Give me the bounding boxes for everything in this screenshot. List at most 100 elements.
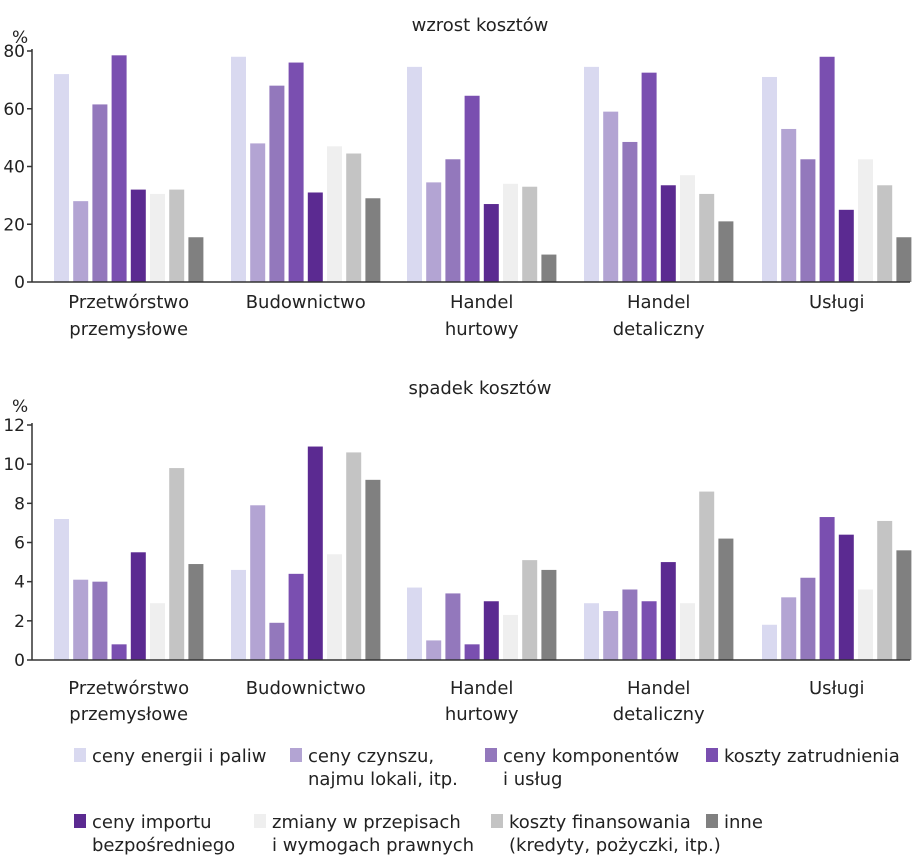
c2-bar <box>188 564 204 660</box>
c2-bar <box>819 517 835 660</box>
c2-bar <box>111 644 127 660</box>
c1-bar <box>150 193 165 282</box>
legend-label: i wymogach prawnych <box>272 835 474 856</box>
c1-bar <box>858 159 873 282</box>
c2-bar <box>641 601 657 660</box>
c2-bar <box>781 597 797 660</box>
legend-swatch <box>485 748 497 762</box>
c1-category-label: Przetwórstwo <box>68 292 189 313</box>
c1-bar <box>483 204 499 282</box>
c1-category-label: przemysłowe <box>69 319 188 340</box>
c1-category-label: Budownictwo <box>246 292 366 313</box>
legend-label: ceny czynszu, <box>308 746 434 767</box>
c2-bar <box>603 611 619 660</box>
c1-category-label: detaliczny <box>613 319 705 340</box>
c1-bar <box>541 254 557 282</box>
c2-bar <box>327 554 342 660</box>
c2-y-tick-label: 2 <box>14 612 25 632</box>
c2-category-label: Przetwórstwo <box>68 678 189 699</box>
c2-category-label: Handel <box>627 678 690 699</box>
c1-y-unit: % <box>12 28 28 48</box>
c1-bar <box>819 56 835 283</box>
legend-label: ceny importu <box>92 812 212 833</box>
c1-y-tick-label: 20 <box>3 215 25 235</box>
c2-y-tick-label: 8 <box>14 494 25 514</box>
legend-label: koszty finansowania <box>509 812 691 833</box>
c1-bar <box>426 182 442 282</box>
legend-label: ceny komponentów <box>503 746 679 767</box>
c1-bar <box>445 159 461 282</box>
legend-label: inne <box>724 812 763 833</box>
c1-bar <box>603 111 619 282</box>
legend-swatch <box>706 814 718 828</box>
c2-bar <box>92 581 108 660</box>
c1-bar <box>130 189 146 282</box>
c2-bar <box>858 589 873 660</box>
c1-title: wzrost kosztów <box>412 15 549 36</box>
c1-bar <box>877 185 893 282</box>
c2-y-unit: % <box>12 397 28 417</box>
c2-bar <box>800 577 816 660</box>
c1-bar <box>346 153 362 282</box>
c2-bar <box>54 519 69 660</box>
c2-bar <box>288 573 304 660</box>
c1-bar <box>522 186 538 282</box>
c2-bar <box>503 614 518 660</box>
c2-bar <box>541 569 557 660</box>
c2-bar <box>169 468 185 660</box>
c1-bar <box>660 185 676 282</box>
c1-y-tick-label: 60 <box>3 100 25 120</box>
c1-category-label: hurtowy <box>445 319 519 340</box>
legend-swatch <box>254 814 266 828</box>
c2-bar <box>718 538 734 660</box>
c1-bar <box>250 143 266 282</box>
c2-bar <box>762 624 777 660</box>
c1-bar <box>307 192 323 282</box>
c2-bar <box>407 587 422 660</box>
legend-label: ceny energii i paliw <box>92 746 266 767</box>
c1-category-label: Handel <box>450 292 513 313</box>
c1-category-label: Usługi <box>809 292 865 313</box>
c2-category-label: Handel <box>450 678 513 699</box>
c2-bar <box>877 520 893 660</box>
c2-bar <box>346 452 362 660</box>
c1-bar <box>781 128 797 282</box>
c1-y-tick-label: 80 <box>3 42 25 62</box>
c2-bar <box>660 562 676 660</box>
c2-bar <box>150 603 165 660</box>
legend-swatch <box>706 748 718 762</box>
c2-category-label: przemysłowe <box>69 704 188 725</box>
c1-bar <box>111 55 127 282</box>
c2-bar <box>73 579 89 660</box>
c1-bar <box>584 66 599 282</box>
c1-bar <box>231 56 246 283</box>
legend-label: bezpośredniego <box>92 835 235 856</box>
c1-bar <box>896 237 912 282</box>
c2-bar <box>250 505 266 660</box>
legend-swatch <box>491 814 503 828</box>
c1-category-label: Handel <box>627 292 690 313</box>
c1-bar <box>464 95 480 282</box>
c1-bar <box>365 198 381 282</box>
c2-bar <box>365 479 381 660</box>
c2-y-tick-label: 10 <box>3 455 25 475</box>
c1-bar <box>188 237 204 282</box>
c2-bar <box>269 622 285 660</box>
c2-bar <box>522 560 538 660</box>
legend-swatch <box>74 748 86 762</box>
c2-y-tick-label: 0 <box>14 651 25 671</box>
c1-bar <box>699 193 715 282</box>
c1-bar <box>288 62 304 282</box>
c1-bar <box>269 85 285 283</box>
c2-bar <box>622 589 638 660</box>
c2-bar <box>231 569 246 660</box>
c2-category-label: Budownictwo <box>246 678 366 699</box>
c2-category-label: detaliczny <box>613 704 705 725</box>
c2-y-tick-label: 12 <box>3 416 25 436</box>
c1-bar <box>92 104 108 282</box>
c2-bar <box>838 534 854 660</box>
c1-y-tick-label: 40 <box>3 158 25 178</box>
c2-bar <box>307 446 323 660</box>
